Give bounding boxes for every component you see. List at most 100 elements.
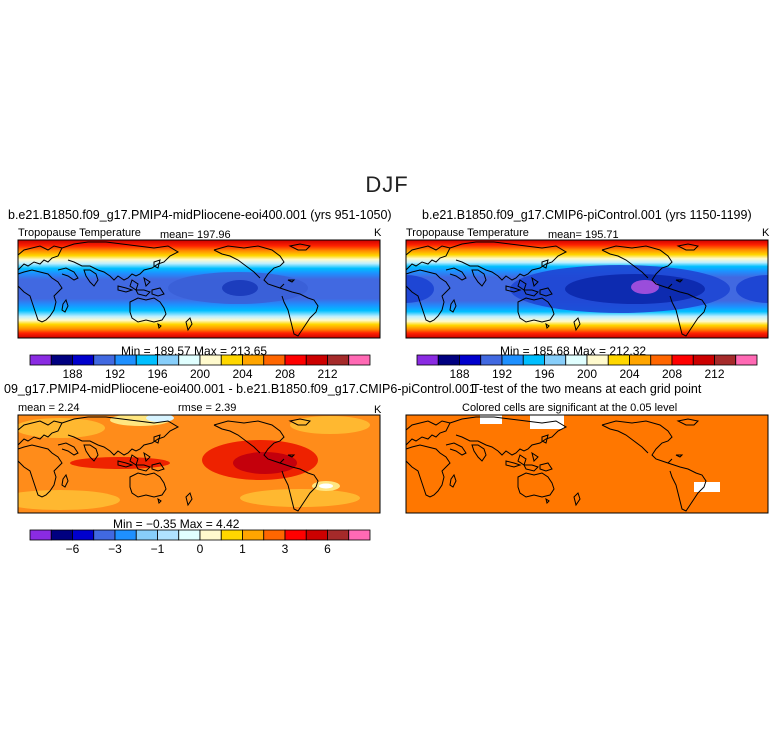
- anomaly-patch-9: [70, 457, 170, 469]
- colorbar-cell: [714, 354, 737, 366]
- insignificant-cells-3: [694, 482, 720, 492]
- colorbar-cell: [586, 354, 609, 366]
- units-label-midpliocene: K: [374, 227, 382, 239]
- rmse-label-difference: rmse = 2.39: [178, 402, 237, 414]
- map-panel-ttest: [405, 414, 769, 514]
- colorbar-cell: [671, 354, 694, 366]
- colorbar-cell: [327, 354, 350, 366]
- map-frame-ttest: [405, 414, 769, 514]
- figure-title: DJF: [365, 172, 409, 197]
- colorbar-cell: [263, 354, 286, 366]
- colorbar-tick-label: 208: [662, 367, 682, 381]
- colorbar-tick-label: 204: [619, 367, 639, 381]
- map-panel-picontrol: [405, 239, 769, 339]
- colorbar-cell: [178, 529, 201, 541]
- colorbar-cell: [157, 529, 180, 541]
- minmax-label-picontrol: Min = 185.68 Max = 212.32: [500, 344, 647, 358]
- colorbar-tick-label: 196: [534, 367, 554, 381]
- cold-pool-west-picontrol: [406, 275, 434, 303]
- colorbar-cell: [50, 354, 73, 366]
- panel-title-difference: 09_g17.PMIP4-midPliocene-eoi400.001 - b.…: [4, 382, 476, 396]
- colorbar-cell: [72, 354, 95, 366]
- colorbar-tick-label: 208: [275, 367, 295, 381]
- colorbar-cell: [29, 354, 52, 366]
- colorbar-cell: [135, 354, 158, 366]
- colorbar-cell: [459, 354, 482, 366]
- colorbar-cell: [135, 529, 158, 541]
- coldest-core-picontrol: [631, 280, 659, 294]
- colorbar-cell: [72, 529, 95, 541]
- map-panel-difference: [17, 414, 381, 514]
- colorbar-tick-label: 200: [190, 367, 210, 381]
- panel-title-picontrol: b.e21.B1850.f09_g17.CMIP6-piControl.001 …: [422, 208, 752, 222]
- colorbar-cell: [416, 354, 439, 366]
- units-label-picontrol: K: [762, 227, 770, 239]
- cold-core-midpliocene: [222, 280, 258, 296]
- minmax-label-midpliocene: Min = 189.57 Max = 213.65: [121, 344, 268, 358]
- colorbar-cell: [544, 354, 567, 366]
- colorbar-cell: [348, 354, 371, 366]
- colorbar-cell: [93, 529, 116, 541]
- colorbar-cell: [650, 354, 673, 366]
- anomaly-patch-6: [240, 489, 360, 507]
- variable-label-picontrol: Tropopause Temperature: [406, 227, 529, 239]
- map-panel-midpliocene: [17, 239, 381, 339]
- colorbar-tick-label: 0: [197, 542, 204, 556]
- colorbar-tick-label: 196: [147, 367, 167, 381]
- colorbar-tick-label: 192: [492, 367, 512, 381]
- colorbar-cell: [565, 354, 588, 366]
- colorbar-cell: [199, 354, 222, 366]
- colorbar-cell: [327, 529, 350, 541]
- colorbar-cell: [305, 354, 328, 366]
- colorbar-tick-label: −1: [151, 542, 165, 556]
- colorbar-cell: [305, 529, 328, 541]
- colorbar-cell: [114, 354, 137, 366]
- colorbar-cell: [50, 529, 73, 541]
- colorbar-cell: [522, 354, 545, 366]
- colorbar-tick-label: 200: [577, 367, 597, 381]
- colorbar-tick-label: 212: [704, 367, 724, 381]
- colorbar-cell: [629, 354, 652, 366]
- colorbar-tick-label: 204: [232, 367, 252, 381]
- mean-label-difference: mean = 2.24: [18, 402, 80, 414]
- significance-note: Colored cells are significant at the 0.0…: [462, 402, 678, 414]
- anomaly-patch-1: [18, 418, 105, 438]
- map-frame-picontrol: [405, 239, 769, 339]
- mean-label-picontrol: mean= 195.71: [548, 229, 619, 241]
- panel-title-midpliocene: b.e21.B1850.f09_g17.PMIP4-midPliocene-eo…: [8, 208, 392, 222]
- anomaly-patch-5: [18, 490, 120, 510]
- colorbar-cell: [284, 354, 307, 366]
- colorbar-tick-label: 3: [282, 542, 289, 556]
- minmax-label-difference: Min = −0.35 Max = 4.42: [113, 517, 240, 531]
- anomaly-patch-4: [146, 415, 174, 422]
- colorbar-picontrol: 188 192 196 200 204 208 212: [416, 354, 758, 381]
- colorbar-tick-label: 1: [239, 542, 246, 556]
- colorbar-difference: −6 −3 −1 0 1 3 6: [29, 529, 371, 556]
- colorbar-midpliocene: 188 192 196 200 204 208 212: [29, 354, 371, 381]
- colorbar-cell: [242, 529, 265, 541]
- colorbar-cell: [93, 354, 116, 366]
- colorbar-cell: [480, 354, 503, 366]
- map-frame-midpliocene: [17, 239, 381, 339]
- insignificant-cells-1: [480, 415, 502, 424]
- mean-label-midpliocene: mean= 197.96: [160, 229, 231, 241]
- map-field-ttest: [406, 415, 768, 513]
- colorbar-cell: [199, 529, 222, 541]
- colorbar-cell: [437, 354, 460, 366]
- colorbar-cell: [114, 529, 137, 541]
- colorbar-cell: [220, 354, 243, 366]
- colorbar-cell: [607, 354, 630, 366]
- colorbar-cell: [220, 529, 243, 541]
- anomaly-patch-8: [233, 452, 297, 474]
- colorbar-cell: [735, 354, 758, 366]
- map-frame-difference: [17, 414, 381, 514]
- colorbar-tick-label: 188: [62, 367, 82, 381]
- colorbar-cell: [692, 354, 715, 366]
- colorbar-tick-label: 6: [324, 542, 331, 556]
- colorbar-cell: [242, 354, 265, 366]
- variable-label-midpliocene: Tropopause Temperature: [18, 227, 141, 239]
- colorbar-cell: [348, 529, 371, 541]
- colorbar-tick-label: −6: [66, 542, 80, 556]
- colorbar-tick-label: −3: [108, 542, 122, 556]
